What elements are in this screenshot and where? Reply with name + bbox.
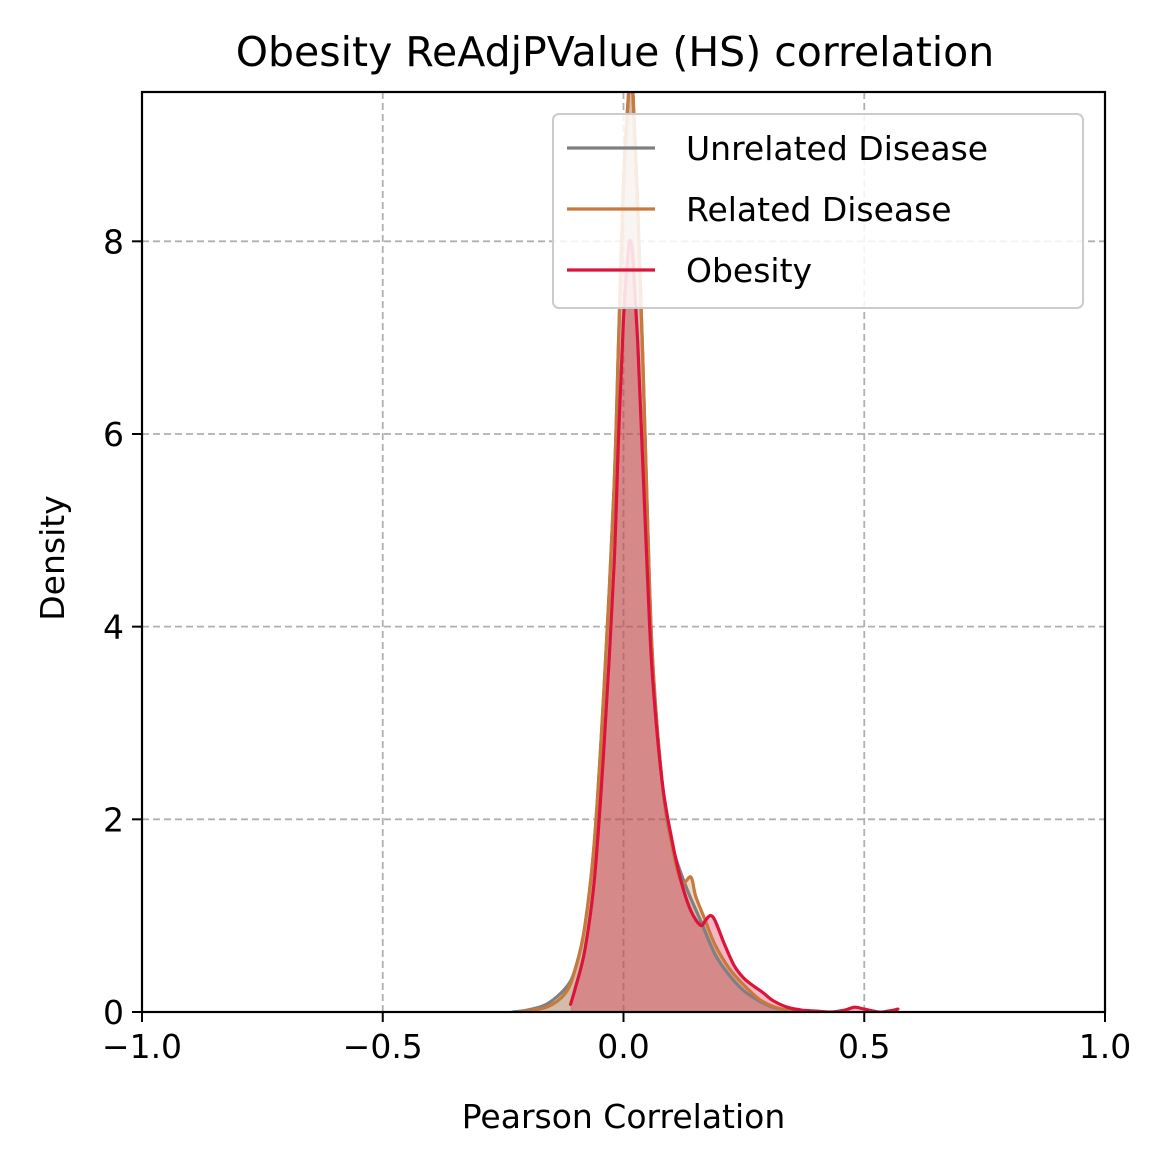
grid-lines	[142, 92, 1105, 1012]
legend-label-related-disease: Related Disease	[686, 190, 952, 229]
x-axis-label: Pearson Correlation	[462, 1097, 786, 1136]
legend-label-obesity: Obesity	[686, 251, 812, 290]
y-tick-label: 4	[103, 608, 124, 647]
y-tick-label: 0	[103, 993, 124, 1032]
x-tick-label: 1.0	[1079, 1027, 1131, 1066]
density-fill-unrelated-disease	[512, 92, 802, 1012]
y-tick-label: 2	[103, 800, 124, 839]
x-tick-label: −0.5	[343, 1027, 423, 1066]
legend-label-unrelated-disease: Unrelated Disease	[686, 129, 988, 168]
y-axis-label: Density	[33, 495, 72, 620]
density-fills	[512, 92, 898, 1012]
density-line-related-disease	[515, 92, 828, 1012]
x-tick-label: 0.5	[838, 1027, 890, 1066]
x-tick-label: 0.0	[597, 1027, 649, 1066]
legend: Unrelated Disease Related Disease Obesity	[552, 113, 1084, 309]
legend-box	[552, 113, 1084, 309]
chart-title: Obesity ReAdjPValue (HS) correlation	[236, 28, 994, 76]
density-fill-obesity	[570, 240, 898, 1012]
y-tick-label: 6	[103, 415, 124, 454]
x-tick-label: −1.0	[102, 1027, 182, 1066]
axis-ticks: −1.0 −0.5 0.0 0.5 1.0 0 2 4 6 8	[102, 222, 1131, 1066]
y-tick-label: 8	[103, 222, 124, 261]
